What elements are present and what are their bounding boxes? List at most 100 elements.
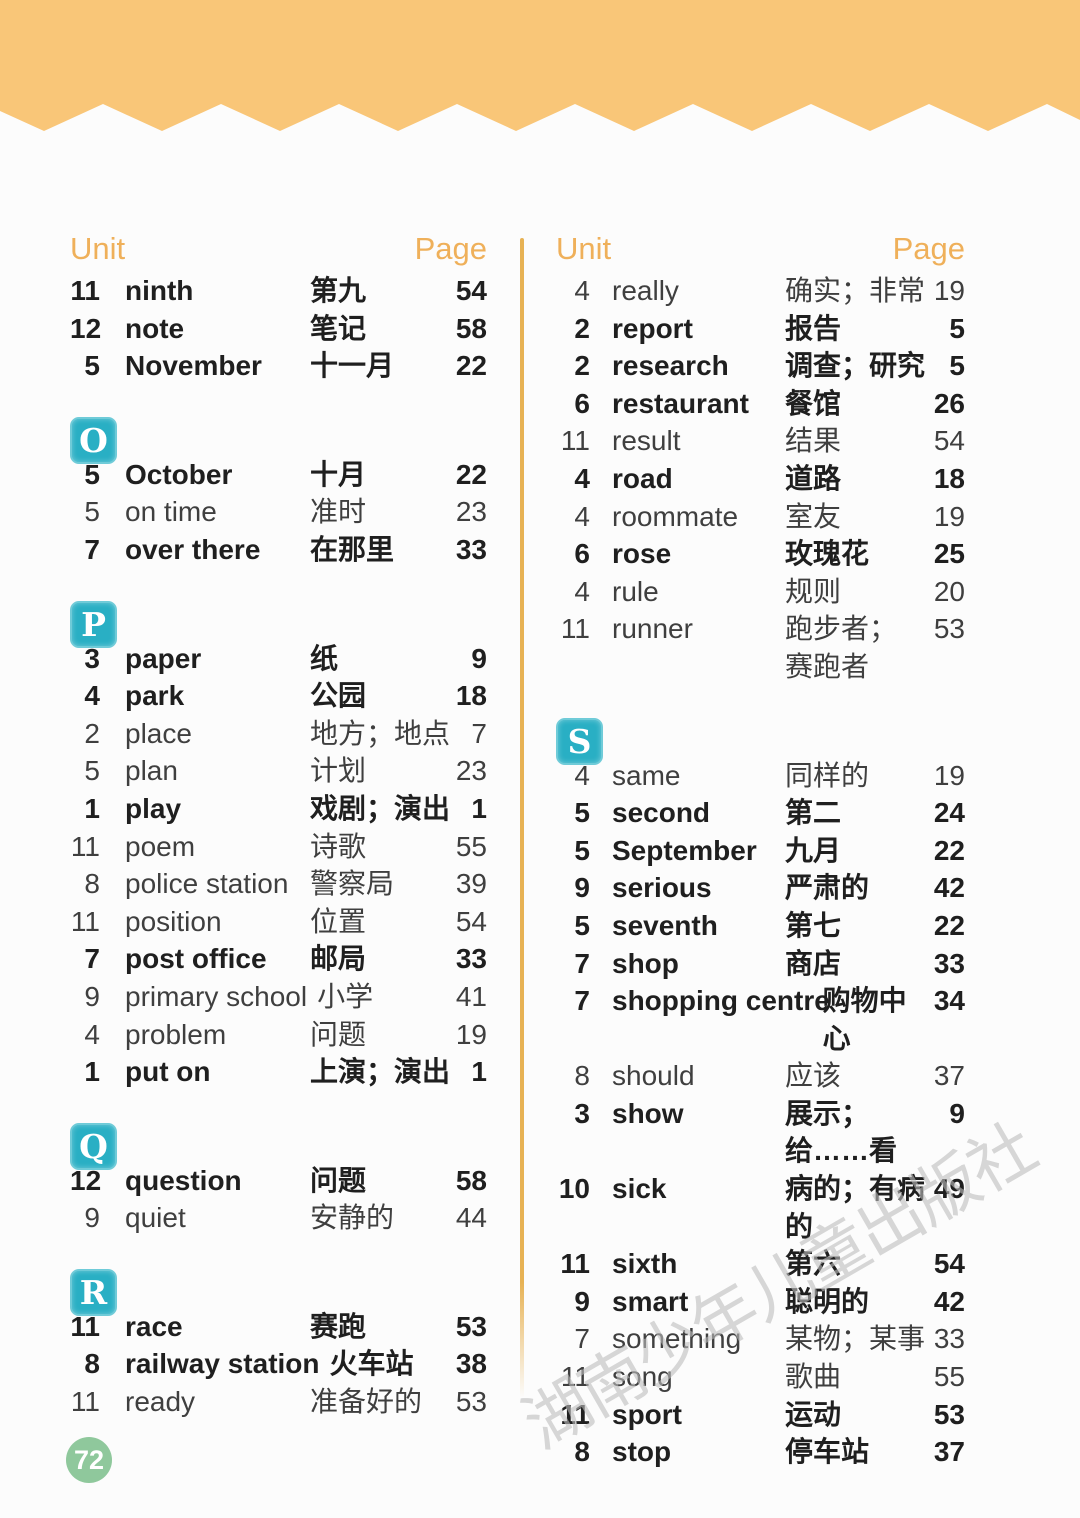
unit-number: 12 [70,1164,102,1196]
page-number: 53 [933,1398,965,1430]
vocab-row: 9 smart 聪明的 42 [556,1283,965,1321]
english-word: primary school [125,980,308,1012]
english-word: September [612,834,757,866]
vocab-row: 7 over there 在那里 33 [70,531,487,569]
unit-number: 7 [84,943,100,975]
english-word: research [612,350,729,382]
unit-number: 9 [574,872,590,904]
vocab-row: 9 serious 严肃的 42 [556,869,965,907]
vocab-row: 6 rose 玫瑰花 25 [556,535,965,573]
english-word: show [612,1097,684,1129]
vocab-row: 11 sport 运动 53 [556,1396,965,1434]
chinese-meaning: 规则 [785,575,842,607]
vocab-row: 1 play 戏剧；演出 1 [70,790,487,828]
vocab-row: 10 sick 病的；有病的 49 [556,1170,965,1245]
right-column: Unit Page 4 really 确实；非常 19 2 report 报告 5 2 resea… [556,232,965,1471]
unit-number: 6 [574,387,590,419]
english-word: restaurant [612,387,749,419]
vocab-row: 11 song 歌曲 55 [556,1358,965,1396]
english-word: shopping centre [612,985,830,1017]
page-number: 9 [471,642,487,674]
english-word: road [612,462,673,494]
english-word: smart [612,1285,689,1317]
page-number: 54 [933,425,965,457]
page-number: 20 [933,575,965,607]
chinese-meaning: 九月 [785,834,842,866]
english-word: song [612,1361,673,1393]
english-word: runner [612,613,693,645]
unit-number: 4 [574,759,590,791]
chinese-meaning: 调查；研究 [785,350,926,382]
page-number-badge: 72 [66,1437,112,1483]
chinese-meaning: 商店 [785,947,842,979]
vocab-row: 12 question 问题 58 [70,1162,487,1200]
chinese-meaning: 笔记 [310,312,367,344]
right-column-rows: 4 really 确实；非常 19 2 report 报告 5 2 research 调查；研究 5 6… [556,272,965,1471]
vocab-row: 5 October 十月 22 [70,456,487,494]
section-letter-O: O [70,416,117,464]
chinese-meaning: 邮局 [310,943,367,975]
unit-number: 8 [574,1060,590,1092]
page-number: 41 [455,980,487,1012]
page-number: 19 [933,500,965,532]
vocab-row: 8 railway station 火车站 38 [70,1345,487,1383]
vocab-row: 8 should 应该 37 [556,1057,965,1095]
page-number: 54 [933,1248,965,1280]
page-number: 33 [455,943,487,975]
unit-number: 5 [574,909,590,941]
section-letter-label: Q [79,1126,108,1166]
vocab-row: 3 show 展示； 给……看 9 [556,1095,965,1170]
chinese-meaning: 第七 [785,909,842,941]
chinese-meaning: 应该 [785,1060,842,1092]
unit-number: 2 [574,312,590,344]
page-number: 38 [455,1348,487,1380]
left-column: Unit Page 11 ninth 第九 54 12 note 笔记 58 5 November… [70,232,487,1421]
vocab-row: 4 problem 问题 19 [70,1016,487,1054]
page-number: 58 [455,1164,487,1196]
section-letter-Q: Q [70,1122,117,1170]
unit-number: 8 [84,868,100,900]
page-number: 7 [471,717,487,749]
vocab-row: 7 post office 邮局 33 [70,940,487,978]
english-word: park [125,680,185,712]
vocab-row: 8 police station 警察局 39 [70,865,487,903]
vocab-row: 6 restaurant 餐馆 26 [556,385,965,423]
page-number: 34 [933,985,965,1017]
vocab-row: 4 park 公园 18 [70,677,487,715]
section-letter-S: S [556,717,603,765]
english-word: position [125,905,222,937]
page-number: 54 [455,905,487,937]
chinese-meaning: 餐馆 [785,387,842,419]
page-number: 39 [455,868,487,900]
chinese-meaning: 第九 [310,275,367,306]
english-word: on time [125,496,217,528]
english-word: question [125,1164,242,1196]
chinese-meaning: 严肃的 [785,872,870,904]
unit-number: 6 [574,538,590,570]
unit-number: 7 [574,1323,590,1355]
vocab-row: 11 race 赛跑 53 [70,1308,487,1346]
unit-number: 9 [84,1202,100,1234]
chinese-meaning: 问题 [310,1018,367,1050]
english-word: ready [125,1386,196,1418]
vocab-row: 4 roommate 室友 19 [556,498,965,536]
vocab-row: 7 shopping centre 购物中心 34 [556,982,965,1057]
english-word: second [612,797,711,829]
section-letter-label: S [567,721,592,761]
english-word: serious [612,872,712,904]
vocab-row: 7 something 某物；某事 33 [556,1320,965,1358]
english-word: roommate [612,500,739,532]
english-word: post office [125,943,267,975]
chinese-meaning: 问题 [310,1164,367,1196]
english-word: rose [612,538,672,570]
chinese-meaning: 上演；演出 [310,1056,451,1088]
vocab-row: 2 research 调查；研究 5 [556,347,965,385]
vocab-row: 3 paper 纸 9 [70,640,487,678]
vocab-row: 11 result 结果 54 [556,422,965,460]
chinese-meaning: 跑步者； 赛跑者 [785,613,898,682]
chinese-meaning: 运动 [785,1398,842,1430]
english-word: plan [125,755,178,787]
vocab-row: 4 road 道路 18 [556,460,965,498]
unit-number: 5 [84,496,100,528]
english-word: result [612,425,681,457]
